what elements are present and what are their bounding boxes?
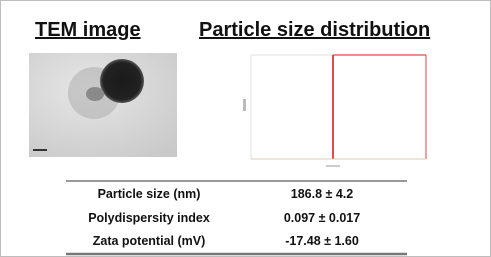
row-value: 0.097 ± 0.017 [242, 211, 402, 225]
row-value: -17.48 ± 1.60 [242, 234, 402, 248]
row-label: Particle size (nm) [59, 187, 239, 201]
row-value: 186.8 ± 4.2 [242, 187, 402, 201]
slide: TEM image Particle size distribution Par… [0, 0, 491, 257]
row-label: Zata potential (mV) [59, 234, 239, 248]
row-label: Polydispersity index [59, 211, 239, 225]
